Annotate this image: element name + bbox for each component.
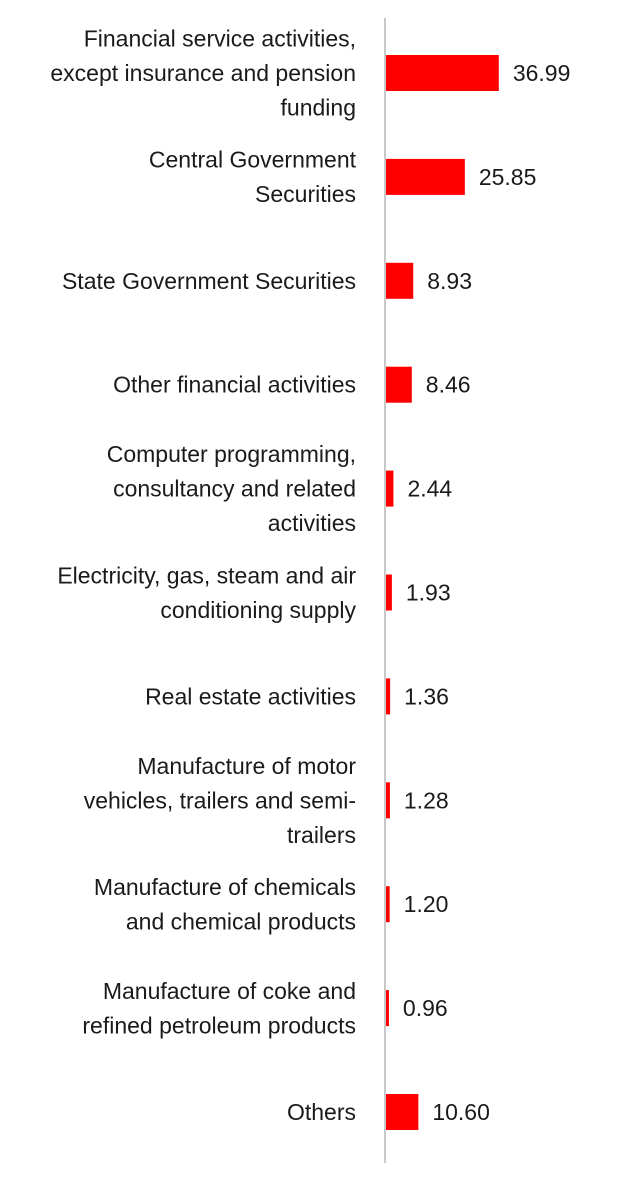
category-label-8-line-0: Manufacture of chemicals	[94, 874, 356, 900]
value-label-1: 25.85	[479, 164, 537, 190]
value-label-8: 1.20	[404, 891, 449, 917]
bar-5	[386, 574, 392, 611]
category-label-5: Electricity, gas, steam and air condition…	[57, 562, 356, 623]
category-label-5-line-1: conditioning supply	[160, 597, 356, 623]
value-label-4: 2.44	[407, 476, 452, 502]
value-label-3: 8.46	[426, 372, 471, 398]
category-label-2: State Government Securities	[62, 268, 356, 294]
bar-4	[386, 470, 394, 507]
category-label-8: Manufacture of chemicals and chemical pro…	[94, 874, 356, 935]
bar-3	[386, 366, 412, 403]
category-label-10-line-0: Others	[287, 1099, 356, 1125]
bar-1	[386, 158, 465, 195]
bars-layer	[386, 55, 499, 1130]
category-label-1-line-0: Central Government	[149, 147, 357, 173]
category-label-7-line-0: Manufacture of motor	[137, 753, 356, 779]
category-label-7-line-1: vehicles, trailers and semi-	[84, 787, 356, 813]
category-label-1: Central Government Securities	[149, 147, 357, 208]
value-label-9: 0.96	[403, 995, 448, 1021]
bar-8	[386, 886, 390, 923]
category-label-7: Manufacture of motor vehicles, trailers a…	[84, 753, 357, 848]
bar-0	[386, 55, 499, 91]
bar-6	[386, 678, 391, 715]
value-label-6: 1.36	[404, 683, 449, 709]
category-label-6: Real estate activities	[145, 683, 356, 709]
value-label-2: 8.93	[427, 268, 472, 294]
category-label-0-line-0: Financial service activities,	[84, 26, 356, 52]
category-label-9: Manufacture of coke and refined petroleum…	[82, 978, 356, 1039]
category-label-2-line-0: State Government Securities	[62, 268, 356, 294]
bar-10	[386, 1094, 419, 1130]
category-label-6-line-0: Real estate activities	[145, 683, 356, 709]
bar-7	[386, 782, 390, 819]
category-label-7-line-2: trailers	[287, 822, 356, 848]
value-label-10: 10.60	[432, 1099, 490, 1125]
category-label-4-line-1: consultancy and related	[113, 476, 356, 502]
category-label-5-line-0: Electricity, gas, steam and air	[57, 562, 356, 588]
value-label-0: 36.99	[513, 60, 571, 86]
category-label-0-line-1: except insurance and pension	[50, 60, 356, 86]
category-label-8-line-1: and chemical products	[126, 908, 356, 934]
category-label-0-line-2: funding	[281, 95, 356, 121]
category-label-1-line-1: Securities	[255, 181, 356, 207]
category-label-4-line-0: Computer programming,	[107, 441, 356, 467]
category-label-4: Computer programming, consultancy and rel…	[107, 441, 356, 536]
category-label-10: Others	[287, 1099, 356, 1125]
category-label-4-line-2: activities	[268, 510, 356, 536]
category-label-3: Other financial activities	[113, 372, 356, 398]
category-label-9-line-0: Manufacture of coke and	[103, 978, 356, 1004]
category-label-9-line-1: refined petroleum products	[82, 1012, 356, 1038]
category-label-0: Financial service activities, except insu…	[50, 26, 356, 121]
labels-layer: 36.99 Financial service activities, except…	[50, 26, 570, 1126]
value-label-5: 1.93	[406, 580, 451, 606]
bar-9	[386, 990, 389, 1027]
bar-2	[386, 262, 414, 299]
category-label-3-line-0: Other financial activities	[113, 372, 356, 398]
value-label-7: 1.28	[404, 787, 449, 813]
